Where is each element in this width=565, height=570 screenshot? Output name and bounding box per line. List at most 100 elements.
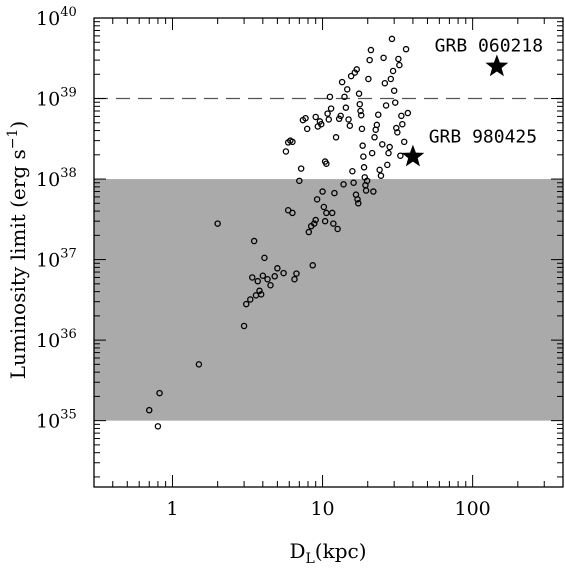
data-point — [271, 273, 278, 280]
data-point — [387, 75, 395, 83]
data-point — [154, 423, 162, 430]
data-point — [305, 228, 313, 236]
data-point — [388, 35, 396, 43]
y-tick-label: 1039 — [36, 86, 77, 111]
data-point — [254, 277, 262, 285]
data-point — [324, 110, 331, 117]
data-point — [385, 149, 392, 157]
data-point — [374, 111, 382, 118]
data-point — [242, 300, 250, 308]
data-point — [353, 66, 361, 73]
y-axis-title: Luminosity limit (erg s−1) — [5, 121, 30, 379]
data-point — [390, 87, 398, 94]
x-tick-label: 10 — [310, 498, 334, 520]
data-point — [357, 111, 365, 119]
data-point — [370, 188, 377, 195]
data-point — [360, 164, 368, 171]
data-point — [396, 61, 403, 69]
data-point — [310, 220, 318, 227]
x-tick-label: 100 — [455, 498, 491, 520]
star-marker — [485, 54, 509, 77]
data-point — [398, 112, 405, 120]
data-point — [317, 120, 325, 128]
data-point — [349, 168, 356, 175]
data-point — [384, 161, 391, 169]
data-point — [393, 124, 400, 132]
data-point — [395, 55, 402, 63]
data-point — [303, 125, 311, 133]
data-point — [346, 122, 354, 129]
x-axis-title: DL(kpc) — [289, 539, 366, 567]
data-point — [328, 209, 336, 217]
data-point — [373, 121, 381, 129]
data-point — [214, 220, 221, 227]
data-point — [289, 209, 296, 217]
data-point — [261, 254, 268, 262]
data-point — [368, 149, 376, 157]
data-point — [365, 75, 372, 83]
data-point — [247, 296, 254, 303]
data-point — [360, 153, 367, 160]
grb-label: GRB 980425 — [429, 127, 537, 148]
data-point — [309, 262, 316, 269]
data-point — [362, 187, 370, 194]
data-point — [331, 189, 338, 197]
data-point — [354, 196, 361, 203]
data-point — [291, 275, 298, 283]
data-point — [371, 134, 378, 141]
data-points — [145, 35, 412, 430]
data-point — [382, 102, 390, 109]
axis-ticks — [93, 17, 564, 487]
data-point — [334, 225, 341, 233]
data-point — [248, 274, 256, 281]
data-point — [325, 116, 333, 123]
data-point — [357, 107, 364, 115]
x-tick-label: 1 — [166, 498, 178, 520]
data-point — [312, 216, 319, 224]
data-point — [386, 143, 393, 151]
data-point — [402, 45, 410, 53]
y-tick-label: 1038 — [36, 166, 77, 191]
data-point — [297, 165, 305, 172]
y-tick-label: 1035 — [36, 408, 77, 433]
data-point — [321, 217, 329, 225]
data-point — [282, 148, 290, 155]
data-point — [280, 269, 287, 277]
data-point — [363, 177, 371, 185]
data-point — [397, 152, 404, 159]
data-point — [341, 93, 348, 101]
highlighted-points — [401, 54, 509, 167]
plot-frame — [93, 17, 564, 488]
data-point — [343, 86, 351, 93]
data-point — [355, 200, 362, 207]
data-point — [399, 120, 406, 128]
data-point — [350, 179, 357, 186]
data-point — [389, 67, 397, 75]
tick-labels: 1 10 100 1035 1036 1037 1038 1039 1040 — [36, 5, 491, 520]
y-tick-label: 1040 — [36, 5, 77, 30]
shaded-band — [94, 179, 563, 421]
data-point — [145, 406, 153, 414]
data-point — [347, 72, 355, 80]
data-point — [195, 361, 203, 368]
data-point — [326, 93, 334, 101]
data-point — [342, 104, 350, 111]
data-point — [319, 188, 326, 195]
annotations: GRB 060218 GRB 980425 — [429, 35, 543, 147]
data-point — [296, 177, 303, 185]
data-point — [156, 389, 163, 397]
star-marker — [401, 144, 425, 167]
data-point — [267, 282, 274, 289]
data-point — [338, 78, 346, 86]
data-point — [345, 116, 352, 123]
data-point — [320, 203, 328, 211]
data-point — [250, 237, 258, 245]
data-point — [264, 275, 271, 283]
data-point — [379, 141, 386, 148]
data-point — [340, 181, 347, 188]
data-point — [257, 291, 265, 298]
data-point — [289, 138, 296, 146]
data-point — [330, 220, 337, 227]
data-point — [381, 79, 389, 87]
